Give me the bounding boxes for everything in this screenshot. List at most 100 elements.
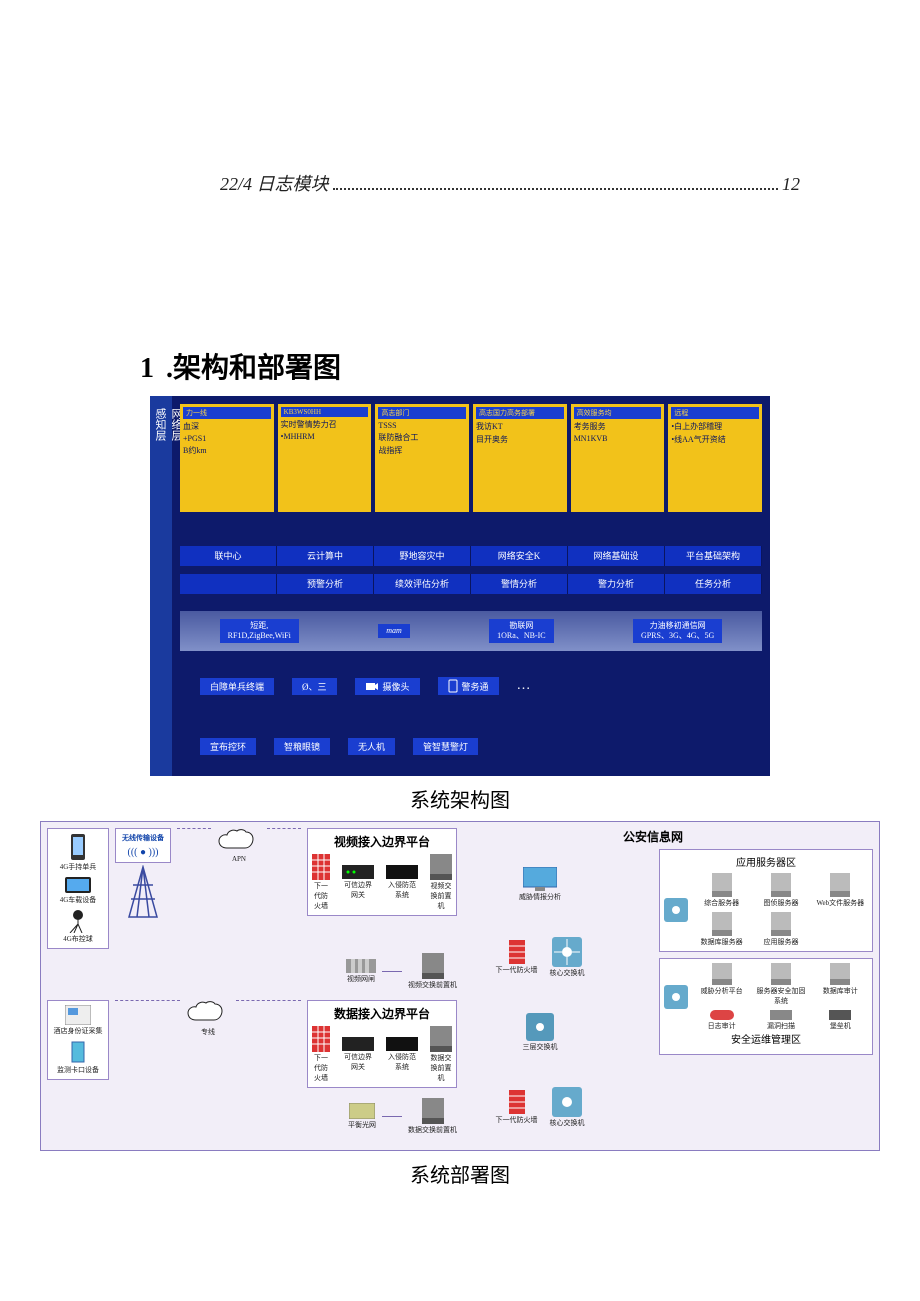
cloud-box-2: 勘联网 1ORa、NB-IC [489, 619, 553, 644]
device-label: 漏洞扫描 [767, 1021, 795, 1031]
ycol-line: +PGS1 [183, 434, 271, 443]
scan-icon: 漏洞扫描 [753, 1010, 808, 1031]
server-icon: Web文件服务器 [813, 873, 868, 908]
device-group-bottom: 酒店身份证采集 监测卡口设备 [47, 1000, 109, 1080]
device-label: 酒店身份证采集 [54, 1026, 103, 1036]
firewall-icon: 下一代防火墙 [312, 854, 330, 911]
ycol-head: 高效服务均 [574, 407, 662, 419]
ycol-4: 高效服务均 考务服务 MN1KVB [571, 404, 665, 512]
architecture-diagram: 网络层 感知层 力一线 血深 +PGS1 B约km KB3WS0HH 实时警情势… [150, 396, 770, 776]
cloud-label: APN [232, 855, 246, 863]
row-cell: 野地容灾中 [374, 546, 471, 566]
ycol-line: 实时警情势力召 [281, 419, 369, 430]
core-switch-icon: 核心交换机 [550, 937, 585, 978]
zone-title: 安全运维管理区 [664, 1031, 868, 1046]
ycol-line: 我访KT [476, 421, 564, 432]
device-label: 可信边界网关 [342, 1052, 374, 1072]
ycol-line: 血深 [183, 421, 271, 432]
gateway-icon: 可信边界网关 [342, 865, 374, 900]
ycol-head: 远程 [671, 407, 759, 419]
checkpoint-icon: 监测卡口设备 [57, 1040, 99, 1075]
deploy-left: 4G手持单兵 4G车载设备 4G布控球 无线传输设备 ((( ● [47, 828, 457, 1144]
device-phone: 4G手持单兵 [60, 833, 97, 872]
ycol-0: 力一线 血深 +PGS1 B约km [180, 404, 274, 512]
server-icon: 数据库审计 [813, 963, 868, 1006]
device-ballcam: 4G布控球 [63, 909, 93, 944]
tower-icon [123, 865, 163, 919]
ycol-head: 高志部门 [378, 407, 466, 419]
zone-switch-icon [664, 985, 688, 1009]
term-label: 白障单兵终端 [210, 680, 264, 693]
server-icon: 应用服务器 [753, 912, 808, 947]
firewall-icon: 下一代防火墙 [312, 1026, 330, 1083]
device-label: 数据库服务器 [701, 937, 743, 947]
cloud-box-0: 短距, RF1D,ZigBee,WiFi [220, 619, 299, 644]
device-label: 可信边界网关 [342, 880, 374, 900]
cloud-icon [217, 828, 261, 854]
l3-switch-icon: 三层交换机 [523, 1013, 558, 1052]
server-icon: 服务器安全加固系统 [753, 963, 808, 1006]
core-switch-icon: 核心交换机 [550, 1087, 585, 1128]
ycol-head: 高志国力高务部署 [476, 407, 564, 419]
device-group-top: 4G手持单兵 4G车载设备 4G布控球 [47, 828, 109, 949]
firewall-icon: 下一代防火墙 [496, 940, 538, 975]
section-title: .架构和部署图 [166, 353, 341, 384]
phone-icon [68, 833, 88, 861]
right-title: 公安信息网 [433, 828, 873, 845]
cloud-box-3: 力油移初通信网 GPRS、3G、4G、5G [633, 619, 722, 644]
device-label: 入侵防范系统 [386, 880, 418, 900]
row-cell: 任务分析 [665, 574, 762, 594]
cloud-title: 短距, [228, 621, 291, 631]
ycol-line: •白上办部稽理 [671, 421, 759, 432]
ycol-line: B约km [183, 445, 271, 456]
left-rail: 网络层 感知层 [150, 396, 172, 776]
top-yellow-band: 力一线 血深 +PGS1 B约km KB3WS0HH 实时警情势力召 •MHHR… [180, 404, 762, 512]
toc-page: 12 [782, 174, 800, 195]
term-item: 摄像头 [355, 678, 420, 695]
wan-cloud: 专线 [186, 1000, 230, 1037]
ips-icon: 入侵防范系统 [386, 1037, 418, 1072]
cloud-band: 短距, RF1D,ZigBee,WiFi mam 勘联网 1ORa、NB-IC … [180, 611, 762, 651]
cloud-sub: RF1D,ZigBee,WiFi [228, 631, 291, 641]
term-label: 摄像头 [383, 680, 410, 693]
panel-title: 视频接入边界平台 [312, 833, 452, 850]
term-item: 警务通 [438, 677, 499, 695]
row-cell [180, 574, 277, 594]
ycol-head: KB3WS0HH [281, 407, 369, 417]
term-item: 智粮眼镜 [274, 738, 330, 755]
cloud-sub: 1ORa、NB-IC [497, 631, 545, 641]
firewall-icon: 下一代防火墙 [496, 1090, 538, 1125]
wireless-label: 无线传输设备 [122, 833, 164, 843]
security-zone: 威胁分析平台 服务器安全加固系统 数据库审计 日志审计 漏洞扫描 堡垒机 安全运… [659, 958, 873, 1055]
row-cell: 预警分析 [277, 574, 374, 594]
ycol-3: 高志国力高务部署 我访KT 目开奥务 [473, 404, 567, 512]
row-analysis: 预警分析 续效评估分析 警情分析 警力分析 任务分析 [180, 574, 762, 594]
video-gate-icon: 视频网闸 [346, 959, 376, 984]
row-cell: 警情分析 [471, 574, 568, 594]
log-audit-icon: 日志审计 [694, 1010, 749, 1031]
row-cell: 网络安全K [471, 546, 568, 566]
row-cell: 平台基础架构 [665, 546, 762, 566]
row-cell: 网络基础设 [568, 546, 665, 566]
section-heading: 1 .架构和部署图 [140, 346, 900, 386]
device-label: 威胁分析平台 [701, 986, 743, 996]
toc-text: 22/4 日志模块 [220, 170, 329, 196]
threat-console-icon: 威胁情报分析 [519, 867, 561, 902]
gateway-icon: 可信边界网关 [342, 1037, 374, 1072]
wireless-box: 无线传输设备 ((( ● ))) [115, 828, 171, 863]
ycol-line: 考务服务 [574, 421, 662, 432]
ycol-line: TSSS [378, 421, 466, 430]
phone-icon [448, 679, 458, 693]
device-label: 服务器安全加固系统 [753, 986, 808, 1006]
section-number: 1 [140, 353, 154, 384]
server-icon: 图侦服务器 [753, 873, 808, 908]
cloud-icon [186, 1000, 230, 1026]
deploy-caption: 系统部署图 [20, 1159, 900, 1188]
ycol-line: •线AA气开资结 [671, 434, 759, 445]
opt-gate-icon: 平衡光网 [348, 1103, 376, 1130]
device-label: 监测卡口设备 [57, 1065, 99, 1075]
camera-icon [365, 680, 379, 692]
device-label: 入侵防范系统 [386, 1052, 418, 1072]
wifi-icon: ((( ● ))) [127, 847, 158, 858]
term-label: Ø、三 [302, 680, 327, 693]
